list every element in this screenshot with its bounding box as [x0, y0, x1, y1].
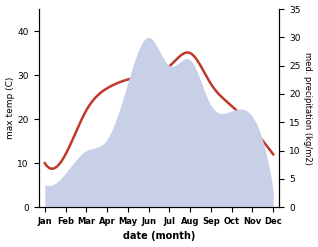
Y-axis label: max temp (C): max temp (C)	[5, 77, 15, 139]
X-axis label: date (month): date (month)	[123, 231, 195, 242]
Y-axis label: med. precipitation (kg/m2): med. precipitation (kg/m2)	[303, 52, 313, 165]
